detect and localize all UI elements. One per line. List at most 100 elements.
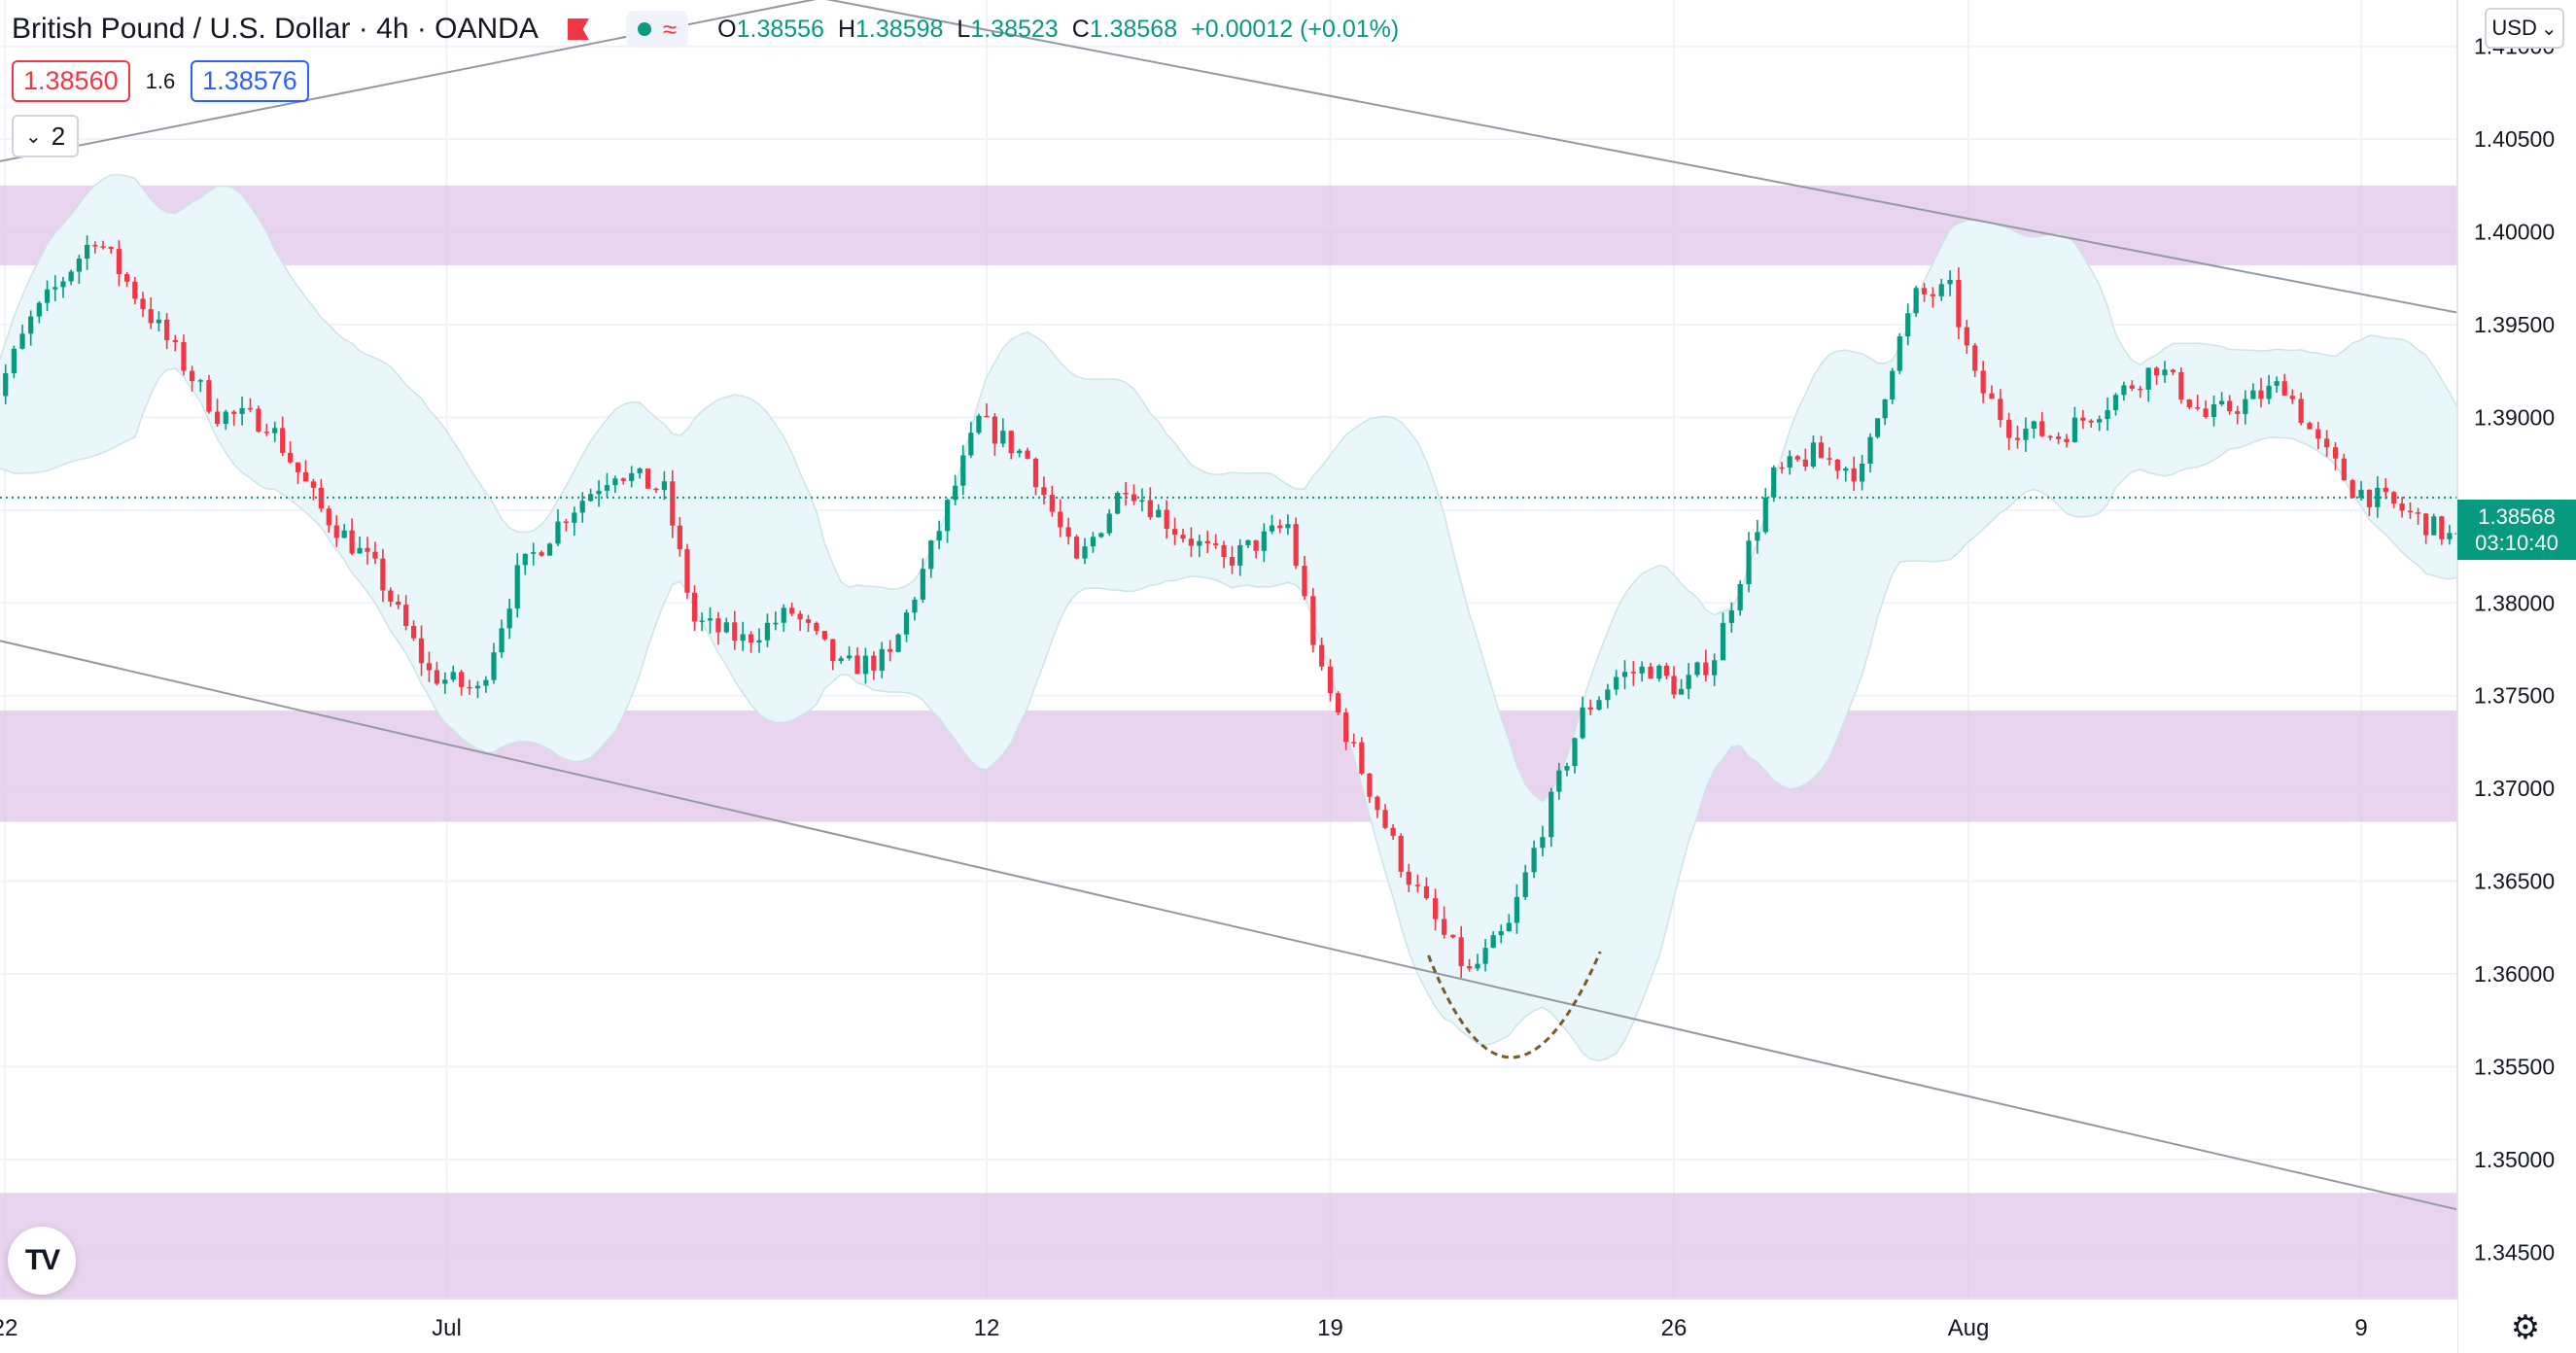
candle-body xyxy=(1596,700,1602,711)
candle xyxy=(1253,539,1259,559)
candle xyxy=(44,280,51,312)
candle-body xyxy=(1890,370,1896,399)
time-axis-bg xyxy=(0,1299,2457,1353)
candle-body xyxy=(814,622,819,632)
sell-button[interactable]: 1.38560 xyxy=(12,60,130,102)
time-tick-label: 9 xyxy=(2354,1315,2367,1341)
indicators-toggle[interactable]: ⌄ 2 xyxy=(12,115,80,157)
candle-body xyxy=(1630,672,1636,674)
candle xyxy=(1972,342,1978,377)
candle xyxy=(629,466,635,488)
currency-button[interactable]: USD ⌄ xyxy=(2485,8,2564,49)
candle-body xyxy=(365,547,370,552)
candle xyxy=(214,399,221,428)
candle xyxy=(474,680,481,699)
candle xyxy=(1188,527,1195,558)
candle xyxy=(903,609,910,642)
candle xyxy=(2250,383,2256,399)
candle xyxy=(1000,418,1006,448)
candle xyxy=(1549,787,1554,848)
candle xyxy=(1180,529,1186,543)
candle-body xyxy=(2341,458,2347,481)
candle xyxy=(1398,833,1404,878)
candle-body xyxy=(563,521,569,524)
candle xyxy=(1556,763,1562,800)
candle xyxy=(1115,491,1121,515)
candle xyxy=(1261,523,1267,563)
candle xyxy=(256,405,261,434)
candle xyxy=(1720,612,1726,661)
tradingview-logo[interactable]: TV xyxy=(8,1227,76,1295)
candle-body xyxy=(1549,791,1554,838)
buy-button[interactable]: 1.38576 xyxy=(191,60,309,102)
candle-body xyxy=(1514,896,1520,923)
candle xyxy=(1648,662,1654,679)
candle xyxy=(1956,267,1962,340)
candle-body xyxy=(879,648,885,671)
candle-body xyxy=(1605,689,1611,701)
candle-body xyxy=(1049,495,1055,512)
candle xyxy=(789,603,795,616)
candle xyxy=(1164,500,1169,539)
candle-body xyxy=(1285,524,1291,529)
candle xyxy=(156,311,162,331)
candle xyxy=(108,246,114,254)
candle-body xyxy=(1245,539,1251,545)
candle-body xyxy=(677,525,682,550)
candle xyxy=(1351,733,1357,747)
candle-body xyxy=(2243,399,2248,414)
candle xyxy=(1771,465,1777,503)
candle xyxy=(612,475,618,494)
candle xyxy=(936,520,942,549)
candle xyxy=(1867,433,1873,473)
candle-body xyxy=(2088,420,2094,423)
price-tick-label: 1.40000 xyxy=(2474,220,2555,245)
candle xyxy=(620,477,626,485)
zone-rect xyxy=(0,710,2457,822)
candle-body xyxy=(1998,399,2003,421)
candle-body xyxy=(2307,423,2313,430)
candle-body xyxy=(2112,395,2119,410)
symbol-title[interactable]: British Pound / U.S. Dollar · 4h · OANDA xyxy=(12,13,539,45)
candle xyxy=(2162,361,2168,383)
candle-body xyxy=(172,339,178,342)
candle xyxy=(1762,488,1768,535)
candle-body xyxy=(1204,540,1210,543)
candle-body xyxy=(579,501,585,513)
candle xyxy=(2358,480,2364,502)
candle xyxy=(1913,285,1919,317)
candle-body xyxy=(1458,937,1464,967)
logo-text: TV xyxy=(24,1244,60,1276)
candle-body xyxy=(764,622,771,641)
candle-body xyxy=(396,601,401,606)
candle-body xyxy=(1156,509,1162,518)
candle-body xyxy=(781,607,786,623)
candle-body xyxy=(1794,456,1800,460)
gear-icon[interactable]: ⚙ xyxy=(2510,1309,2541,1346)
candle-body xyxy=(953,485,958,501)
candle xyxy=(2129,380,2135,392)
candle xyxy=(1514,884,1520,934)
candle xyxy=(2431,513,2437,536)
candle-body xyxy=(805,619,812,623)
candle-body xyxy=(1771,467,1777,498)
flag-icon[interactable] xyxy=(567,18,589,40)
candle xyxy=(1921,282,1928,302)
price-tick-label: 1.38000 xyxy=(2474,590,2555,615)
candle xyxy=(1017,448,1023,458)
candle xyxy=(1041,476,1047,504)
market-status[interactable]: ≈ xyxy=(625,11,689,48)
candle-body xyxy=(1980,370,1986,394)
candle xyxy=(1572,737,1578,774)
candle-body xyxy=(1319,644,1325,667)
candle-body xyxy=(1131,494,1137,502)
candle-body xyxy=(546,543,553,556)
candle xyxy=(1458,925,1464,979)
candle-body xyxy=(1755,532,1760,541)
candle xyxy=(2203,399,2209,419)
candle xyxy=(579,492,585,523)
candle-body xyxy=(357,547,363,554)
candle-body xyxy=(2153,367,2160,376)
candle-body xyxy=(661,481,667,491)
